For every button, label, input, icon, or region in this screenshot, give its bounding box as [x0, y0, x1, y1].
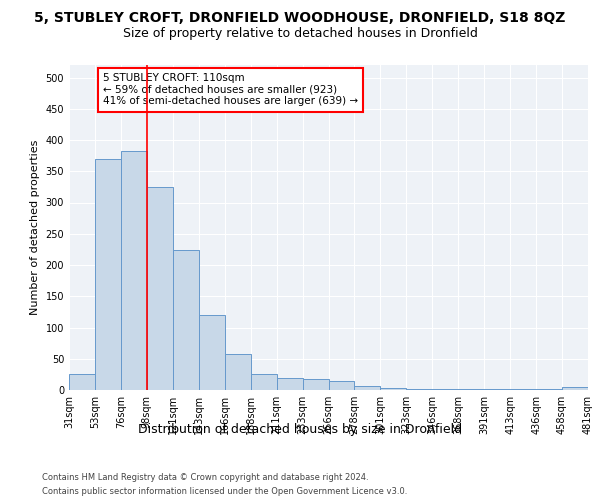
Y-axis label: Number of detached properties: Number of detached properties [30, 140, 40, 315]
Bar [484, 389, 510, 390]
Text: Distribution of detached houses by size in Dronfield: Distribution of detached houses by size … [138, 422, 462, 436]
Text: 5 STUBLEY CROFT: 110sqm
← 59% of detached houses are smaller (923)
41% of semi-d: 5 STUBLEY CROFT: 110sqm ← 59% of detache… [103, 73, 358, 106]
Bar [380, 388, 406, 390]
Bar [251, 374, 277, 390]
Bar [69, 374, 95, 390]
Bar [302, 380, 329, 390]
Bar [562, 387, 588, 390]
Bar [147, 187, 173, 390]
Bar [406, 389, 432, 390]
Text: Contains public sector information licensed under the Open Government Licence v3: Contains public sector information licen… [42, 488, 407, 496]
Text: Size of property relative to detached houses in Dronfield: Size of property relative to detached ho… [122, 28, 478, 40]
Bar [199, 315, 224, 390]
Bar [458, 389, 484, 390]
Bar [355, 386, 380, 390]
Bar [510, 389, 536, 390]
Bar [536, 389, 562, 390]
Text: Contains HM Land Registry data © Crown copyright and database right 2024.: Contains HM Land Registry data © Crown c… [42, 472, 368, 482]
Bar [277, 378, 302, 390]
Bar [173, 250, 199, 390]
Text: 5, STUBLEY CROFT, DRONFIELD WOODHOUSE, DRONFIELD, S18 8QZ: 5, STUBLEY CROFT, DRONFIELD WOODHOUSE, D… [34, 11, 566, 25]
Bar [95, 159, 121, 390]
Bar [225, 354, 251, 390]
Bar [121, 150, 147, 390]
Bar [329, 381, 355, 390]
Bar [433, 389, 458, 390]
